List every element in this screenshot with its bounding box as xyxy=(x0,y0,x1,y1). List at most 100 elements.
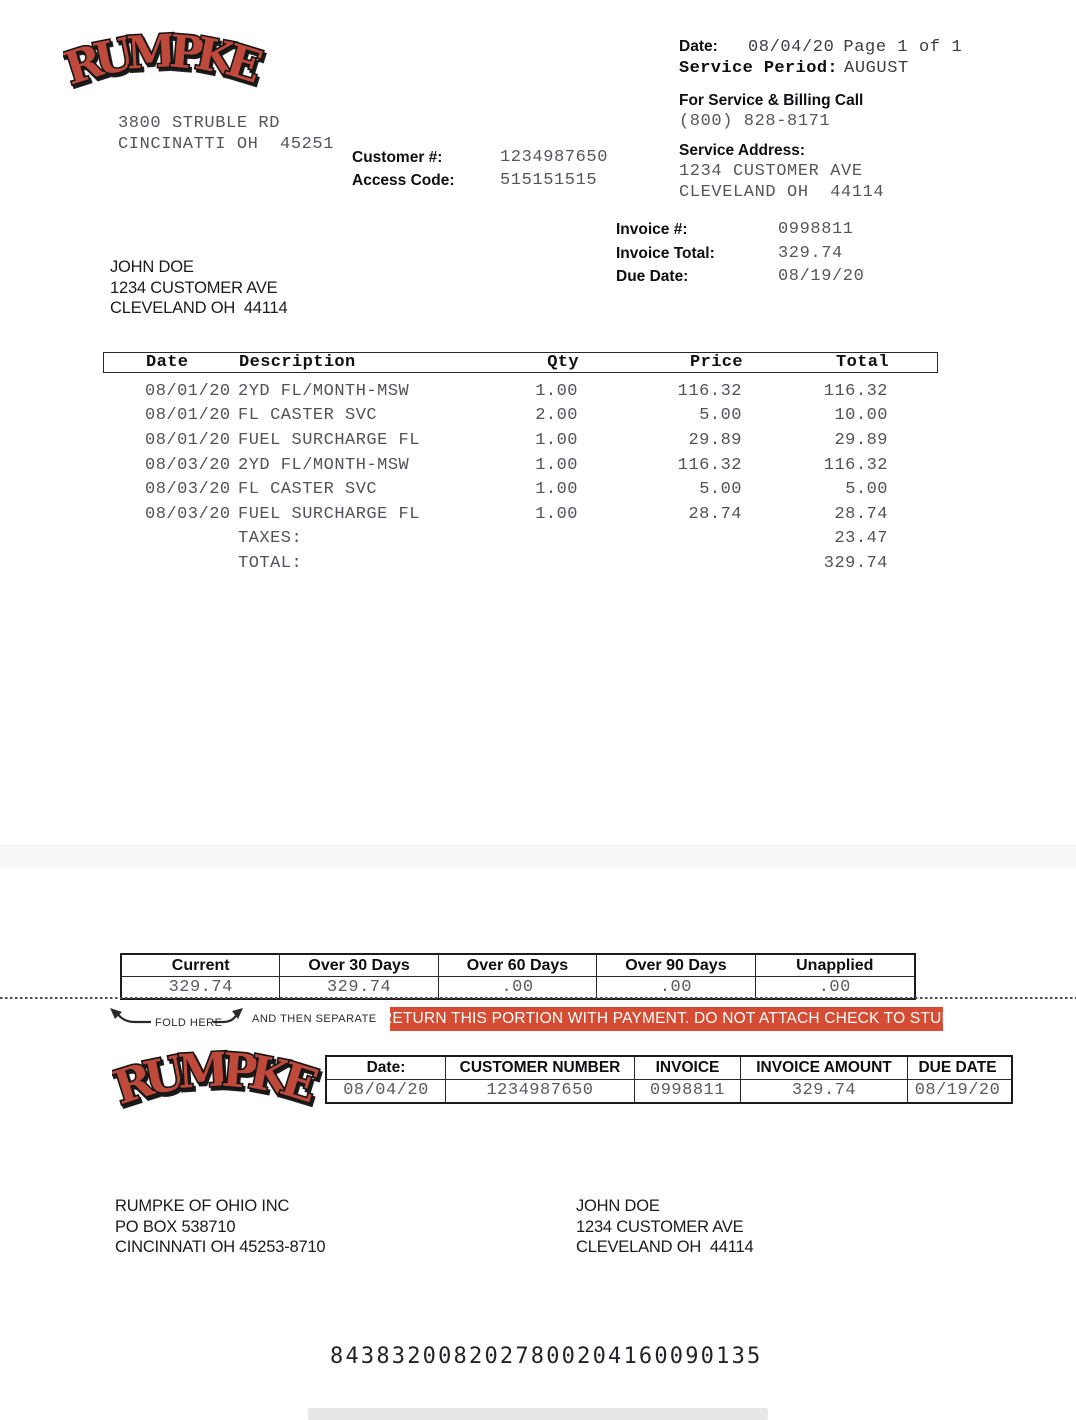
and-then-separate-label: AND THEN SEPARATE xyxy=(252,1013,377,1025)
stub-header-date: Date: xyxy=(327,1057,446,1079)
bill-to-name: JOHN DOE xyxy=(110,258,194,276)
fold-arrow-right-icon xyxy=(232,1008,243,1019)
cell-price: 5.00 xyxy=(699,480,742,500)
bill-to-street: 1234 CUSTOMER AVE xyxy=(110,278,278,297)
perforation-line xyxy=(0,997,1076,999)
scan-line-number: 8438320082027800204160090135 xyxy=(330,1344,763,1369)
rumpke-logo-stub: RUMPKE xyxy=(112,1042,324,1117)
stub-header-invoice: INVOICE xyxy=(635,1057,741,1079)
table-row: 08/01/20 2YD FL/MONTH-MSW 1.00 116.32 11… xyxy=(103,379,938,404)
stub-customer-block: JOHN DOE 1234 CUSTOMER AVE CLEVELAND OH … xyxy=(576,1196,754,1258)
aging-value-row: 329.74 329.74 .00 .00 .00 xyxy=(122,977,914,998)
table-row: 08/01/20 FUEL SURCHARGE FL 1.00 29.89 29… xyxy=(103,428,938,453)
col-header-price: Price xyxy=(689,353,743,372)
cell-total: 116.32 xyxy=(823,455,888,475)
customer-number-value: 1234987650 xyxy=(500,148,609,167)
service-period-row: Service Period: AUGUST xyxy=(679,58,962,79)
line-items-header: Date Description Qty Price Total xyxy=(103,352,938,373)
customer-block: Customer #: 1234987650 Access Code: 5151… xyxy=(352,147,608,191)
billing-call-label: For Service & Billing Call xyxy=(679,92,864,109)
cell-total: 10.00 xyxy=(834,406,888,426)
company-address: 3800 STRUBLE RD CINCINATTI OH 45251 xyxy=(118,113,334,155)
cell-description: FUEL SURCHARGE FL xyxy=(238,430,420,450)
service-period-value: AUGUST xyxy=(844,59,909,78)
customer-number-label: Customer #: xyxy=(352,149,443,166)
stub-value-date: 08/04/20 xyxy=(327,1080,446,1102)
company-address-line2: CINCINATTI OH 45251 xyxy=(118,135,335,154)
cell-qty: 1.00 xyxy=(535,480,578,500)
stub-customer-city: CLEVELAND OH 44114 xyxy=(576,1238,754,1256)
invoice-total-value: 329.74 xyxy=(778,243,843,263)
stub-header-row: Date: CUSTOMER NUMBER INVOICE INVOICE AM… xyxy=(327,1057,1011,1080)
company-address-line1: 3800 STRUBLE RD xyxy=(118,114,281,133)
stub-customer-street: 1234 CUSTOMER AVE xyxy=(576,1217,744,1236)
aging-header-over60: Over 60 Days xyxy=(439,955,598,976)
payment-stub-table: Date: CUSTOMER NUMBER INVOICE INVOICE AM… xyxy=(325,1055,1013,1104)
service-period-label: Service Period: xyxy=(679,59,839,78)
due-date-value: 08/19/20 xyxy=(778,267,865,286)
fold-arrow-left-icon xyxy=(110,1008,122,1019)
remit-to-name: RUMPKE OF OHIO INC xyxy=(115,1197,290,1215)
aging-header-row: Current Over 30 Days Over 60 Days Over 9… xyxy=(122,955,914,977)
cell-description: FL CASTER SVC xyxy=(238,406,378,426)
aging-header-over30: Over 30 Days xyxy=(280,955,439,976)
cell-price: 5.00 xyxy=(699,406,742,426)
fold-here-graphic: FOLD HERE xyxy=(110,1008,243,1029)
rumpke-logo-stub-text: RUMPKE xyxy=(112,1042,324,1117)
cell-description: FUEL SURCHARGE FL xyxy=(238,504,420,524)
aging-value-unapplied: .00 xyxy=(818,978,851,997)
total-row: TOTAL: 329.74 xyxy=(103,551,938,576)
cell-date: 08/01/20 xyxy=(145,406,231,426)
cell-price: 29.89 xyxy=(688,430,742,450)
table-row: 08/01/20 FL CASTER SVC 2.00 5.00 10.00 xyxy=(103,404,938,429)
date-value: 08/04/20 xyxy=(748,38,835,57)
service-address-label: Service Address: xyxy=(679,142,806,159)
remit-to-block: RUMPKE OF OHIO INC PO BOX 538710 CINCINN… xyxy=(115,1196,326,1258)
remit-to-city: CINCINNATI OH 45253-8710 xyxy=(115,1238,326,1256)
aging-table: Current Over 30 Days Over 60 Days Over 9… xyxy=(120,953,916,1000)
cell-price: 116.32 xyxy=(677,455,742,475)
cell-qty: 1.00 xyxy=(535,455,578,475)
taxes-row: TAXES: 23.47 xyxy=(103,527,938,552)
service-address-line1: 1234 CUSTOMER AVE xyxy=(679,162,863,181)
table-row: 08/03/20 2YD FL/MONTH-MSW 1.00 116.32 11… xyxy=(103,453,938,478)
date-label: Date: xyxy=(679,38,718,55)
bill-to-block: JOHN DOE 1234 CUSTOMER AVE CLEVELAND OH … xyxy=(110,257,288,319)
aging-value-over90: .00 xyxy=(597,977,756,998)
col-header-description: Description xyxy=(239,353,356,372)
aging-header-unapplied: Unapplied xyxy=(796,957,874,974)
stub-value-due-date: 08/19/20 xyxy=(914,1081,1001,1100)
table-row: 08/03/20 FL CASTER SVC 1.00 5.00 5.00 xyxy=(103,477,938,502)
page-info: Page 1 of 1 xyxy=(843,38,963,57)
access-code-label: Access Code: xyxy=(352,172,455,189)
access-code-value: 515151515 xyxy=(500,171,598,190)
header-right-block: Date: 08/04/20 Page 1 of 1 Service Perio… xyxy=(679,36,962,203)
rumpke-logo: RUMPKE xyxy=(63,24,268,97)
cell-description: 2YD FL/MONTH-MSW xyxy=(238,455,410,475)
aging-header-current: Current xyxy=(122,955,281,976)
invoice-total-label: Invoice Total: xyxy=(616,244,715,262)
taxes-label: TAXES: xyxy=(238,529,303,549)
cell-date: 08/03/20 xyxy=(145,504,231,524)
cell-price: 28.74 xyxy=(688,504,742,524)
bottom-gray-bar xyxy=(308,1408,768,1420)
return-portion-banner: RETURN THIS PORTION WITH PAYMENT. DO NOT… xyxy=(381,1007,952,1031)
stub-value-customer-number: 1234987650 xyxy=(446,1080,635,1102)
cell-date: 08/01/20 xyxy=(145,381,231,401)
stub-value-row: 08/04/20 1234987650 0998811 329.74 08/19… xyxy=(327,1080,1011,1102)
aging-header-over90: Over 90 Days xyxy=(597,955,756,976)
cell-qty: 1.00 xyxy=(535,430,578,450)
cell-total: 28.74 xyxy=(834,504,888,524)
line-items-body: 08/01/20 2YD FL/MONTH-MSW 1.00 116.32 11… xyxy=(103,379,938,576)
billing-phone: (800) 828-8171 xyxy=(679,112,831,131)
stub-header-due-date: DUE DATE xyxy=(918,1059,997,1076)
table-row: 08/03/20 FUEL SURCHARGE FL 1.00 28.74 28… xyxy=(103,502,938,527)
date-row: Date: 08/04/20 Page 1 of 1 xyxy=(679,36,962,58)
cell-date: 08/03/20 xyxy=(145,480,231,500)
stub-customer-name: JOHN DOE xyxy=(576,1197,660,1215)
cell-qty: 2.00 xyxy=(535,406,578,426)
cell-qty: 1.00 xyxy=(535,381,578,401)
cell-description: FL CASTER SVC xyxy=(238,480,378,500)
stub-header-invoice-amount: INVOICE AMOUNT xyxy=(741,1057,908,1079)
